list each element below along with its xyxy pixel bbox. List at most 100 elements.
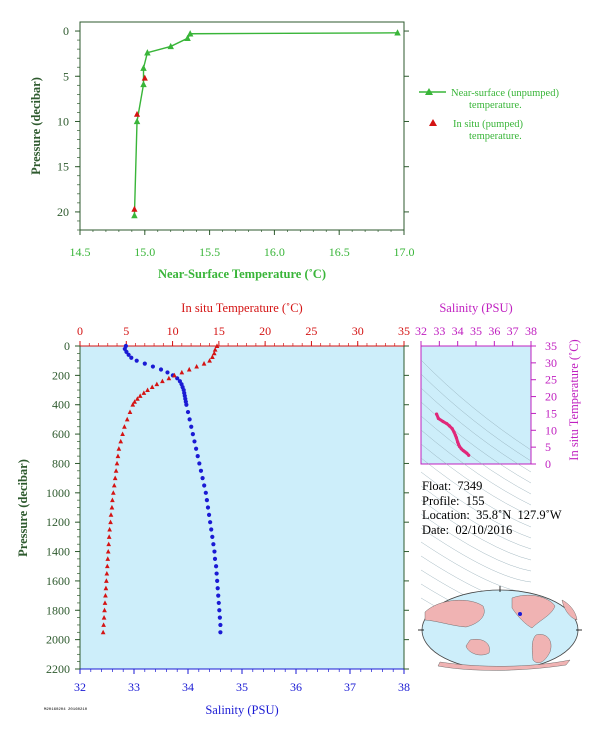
density-contour	[420, 373, 532, 462]
salinity-tick-label: 33	[128, 680, 140, 694]
ts-x-ticks: 32 33 34 35 36 37 38	[415, 324, 537, 346]
salinity-point	[189, 424, 194, 429]
salinity-point	[195, 454, 200, 459]
ts-point	[436, 416, 441, 421]
pressure-tick-label: 600	[52, 427, 70, 441]
density-contour	[420, 485, 532, 550]
temperature-point	[104, 563, 110, 569]
density-contour	[420, 499, 532, 561]
unpumped-point	[184, 34, 191, 41]
pumped-point	[141, 74, 148, 81]
temperature-point	[210, 354, 215, 359]
float-location-marker	[518, 612, 522, 616]
temperature-tick-label: 25	[305, 324, 317, 338]
top-y-tick-label: 5	[63, 69, 69, 83]
temperature-point	[111, 482, 117, 488]
salinity-point	[192, 439, 197, 444]
legend-triangle-pumped	[429, 119, 437, 126]
top-y-tick-label: 15	[57, 160, 69, 174]
pumped-point	[133, 110, 141, 117]
temperature-point	[130, 402, 136, 407]
pressure-tick-label: 2200	[46, 662, 70, 676]
salinity-point	[190, 431, 195, 437]
temperature-point	[160, 378, 165, 384]
ts-point	[467, 453, 471, 457]
top-legend: Near-surface (unpumped) temperature. In …	[419, 88, 559, 142]
temperature-tick-label: 5	[123, 324, 129, 338]
temperature-tick-label: 15	[213, 324, 225, 338]
top-x-ticks: 14.5 15.0 15.5 16.0 16.5 17.0	[70, 230, 415, 259]
salinity-point	[198, 468, 204, 473]
pressure-tick-label: 2000	[46, 633, 70, 647]
top-x-tick-label: 17.0	[394, 245, 415, 259]
ts-y-ticks: 0 5 10 15 20 25 30 35	[531, 339, 557, 471]
salinity-tick-label: 32	[74, 680, 86, 694]
top-x-tick-label: 15.0	[134, 245, 155, 259]
ts-x-tick-label: 38	[525, 324, 537, 338]
salinity-point	[158, 367, 164, 372]
profile-chart: 0 5 10 15 20 25 30 35 32 33 34 35 36 37 38 0 200 400 600…	[16, 301, 410, 717]
ts-x-tick-label: 32	[415, 324, 427, 338]
temperature-point	[103, 592, 108, 598]
temperature-point	[127, 409, 133, 415]
temperature-point	[172, 372, 177, 378]
temperature-point	[137, 393, 143, 398]
temperature-point	[122, 424, 127, 429]
temperature-point	[166, 375, 172, 381]
temperature-point	[194, 363, 199, 369]
temperature-tick-label: 20	[259, 324, 271, 338]
near-surface-temperature-chart: 14.5 15.0 15.5 16.0 16.5 17.0 0 5 10 15 20 Near-S…	[29, 21, 559, 281]
top-x-tick-label: 16.5	[329, 245, 350, 259]
temperature-point	[101, 615, 107, 620]
temperature-axis-label: In situ Temperature (˚C)	[181, 301, 302, 315]
temperature-point	[105, 548, 111, 554]
salinity-point	[124, 349, 129, 354]
pressure-tick-label: 800	[52, 456, 70, 470]
map-north-america	[511, 595, 556, 629]
world-map	[418, 586, 582, 671]
map-australia	[465, 639, 490, 656]
temperature-point	[115, 453, 121, 459]
ts-diagram: 32 33 34 35 36 37 38 0 5 10 15 20 25 30 35 Salinity (…	[415, 301, 581, 640]
salinity-tick-label: 34	[182, 680, 194, 694]
salinity-tick-label: 37	[344, 680, 356, 694]
salinity-point	[217, 615, 222, 620]
footnote: M20160204 20160210	[44, 708, 88, 712]
temperature-tick-label: 35	[398, 324, 410, 338]
top-y-ticks: 0 5 10 15 20	[57, 24, 409, 231]
temperature-point	[110, 490, 116, 495]
pumped-point	[131, 205, 138, 212]
salinity-point	[214, 571, 219, 576]
ts-point	[434, 412, 439, 416]
salinity-point	[213, 564, 219, 569]
top-y-tick-label: 20	[57, 205, 69, 219]
temperature-point	[107, 526, 112, 532]
salinity-tick-label: 38	[398, 680, 410, 694]
ts-y-tick-label: 0	[545, 457, 551, 471]
profile-plot-background	[80, 346, 404, 669]
density-contour	[420, 471, 532, 539]
unpumped-point	[186, 30, 194, 37]
temperature-point	[100, 629, 106, 635]
salinity-point	[212, 556, 218, 561]
pressure-tick-label: 1800	[46, 603, 70, 617]
salinity-point	[210, 534, 215, 539]
top-y-axis-label: Pressure (decibar)	[29, 77, 43, 175]
temperature-tick-label: 0	[77, 324, 83, 338]
salinity-point	[126, 352, 131, 357]
temperature-tick-label: 30	[352, 324, 364, 338]
top-x-tick-label: 16.0	[264, 245, 285, 259]
temperature-point	[104, 578, 109, 583]
float-id: Float: 7349	[422, 479, 483, 493]
temperature-point	[145, 387, 150, 392]
unpumped-point	[131, 211, 138, 219]
ts-plot-frame	[420, 345, 532, 465]
ts-series	[434, 412, 471, 457]
temperature-point	[113, 468, 119, 473]
pressure-tick-label: 0	[64, 339, 70, 353]
temperature-point	[201, 361, 207, 366]
top-x-axis-label: Near-Surface Temperature (˚C)	[158, 267, 326, 281]
ts-x-tick-label: 37	[507, 324, 519, 338]
ts-x-tick-label: 34	[452, 324, 464, 338]
temperature-point	[132, 399, 137, 404]
